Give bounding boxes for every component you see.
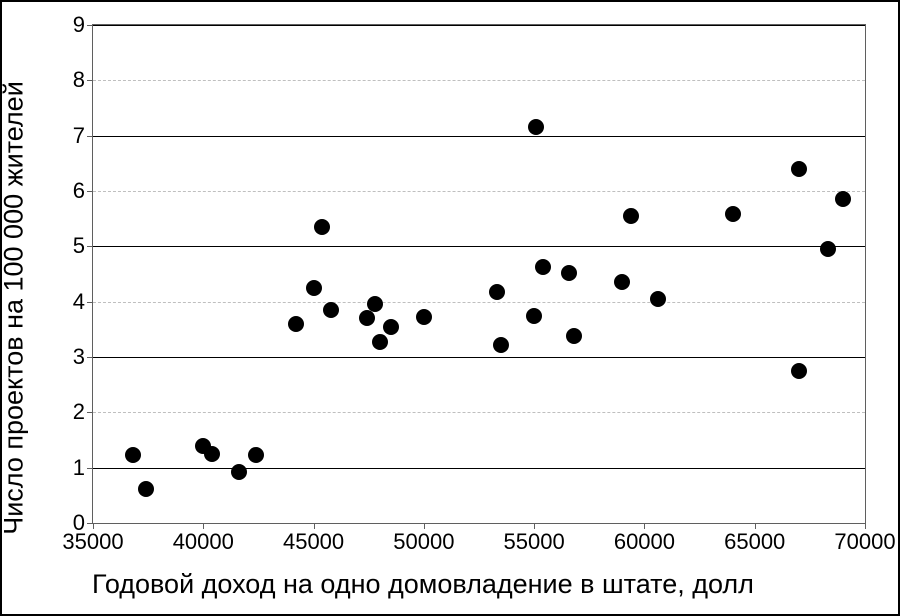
data-point <box>791 161 807 177</box>
x-tick-mark <box>314 523 315 529</box>
data-point <box>416 309 432 325</box>
y-tick-mark <box>87 302 93 303</box>
data-point <box>383 319 399 335</box>
data-point <box>314 219 330 235</box>
y-tick-mark <box>87 136 93 137</box>
data-point <box>359 310 375 326</box>
x-tick-mark <box>755 523 756 529</box>
data-point <box>561 265 577 281</box>
data-point <box>125 447 141 463</box>
data-point <box>372 334 388 350</box>
y-tick-mark <box>87 191 93 192</box>
data-point <box>489 284 505 300</box>
data-point <box>493 337 509 353</box>
data-point <box>835 191 851 207</box>
chart-frame: Число проектов на 100 000 жителей 012345… <box>0 0 900 616</box>
gridline <box>93 25 865 26</box>
x-tick-mark <box>865 523 866 529</box>
data-point <box>528 119 544 135</box>
x-tick-mark <box>203 523 204 529</box>
data-point <box>526 308 542 324</box>
y-tick-mark <box>87 357 93 358</box>
data-point <box>566 328 582 344</box>
data-point <box>725 206 741 222</box>
data-point <box>138 481 154 497</box>
x-tick-mark <box>534 523 535 529</box>
data-point <box>306 280 322 296</box>
gridline <box>93 302 865 303</box>
x-tick-mark <box>424 523 425 529</box>
x-axis-label: Годовой доход на одно домовладение в шта… <box>92 569 876 600</box>
data-point <box>820 241 836 257</box>
chart-wrap: Число проектов на 100 000 жителей 012345… <box>24 20 876 596</box>
data-point <box>323 302 339 318</box>
data-point <box>650 291 666 307</box>
plot-area: 0123456789350004000045000500005500060000… <box>92 24 866 524</box>
x-tick-mark <box>644 523 645 529</box>
gridline <box>93 80 865 81</box>
y-tick-mark <box>87 412 93 413</box>
y-tick-mark <box>87 246 93 247</box>
gridline <box>93 468 865 469</box>
y-tick-mark <box>87 468 93 469</box>
data-point <box>623 208 639 224</box>
y-axis-label: Число проектов на 100 000 жителей <box>0 81 30 535</box>
gridline <box>93 412 865 413</box>
data-point <box>204 446 220 462</box>
data-point <box>614 274 630 290</box>
gridline <box>93 246 865 247</box>
data-point <box>367 296 383 312</box>
data-point <box>288 316 304 332</box>
data-point <box>791 363 807 379</box>
gridline <box>93 357 865 358</box>
gridline <box>93 136 865 137</box>
data-point <box>248 447 264 463</box>
data-point <box>231 464 247 480</box>
y-tick-mark <box>87 25 93 26</box>
data-point <box>535 259 551 275</box>
x-tick-mark <box>93 523 94 529</box>
gridline <box>93 191 865 192</box>
y-tick-mark <box>87 80 93 81</box>
